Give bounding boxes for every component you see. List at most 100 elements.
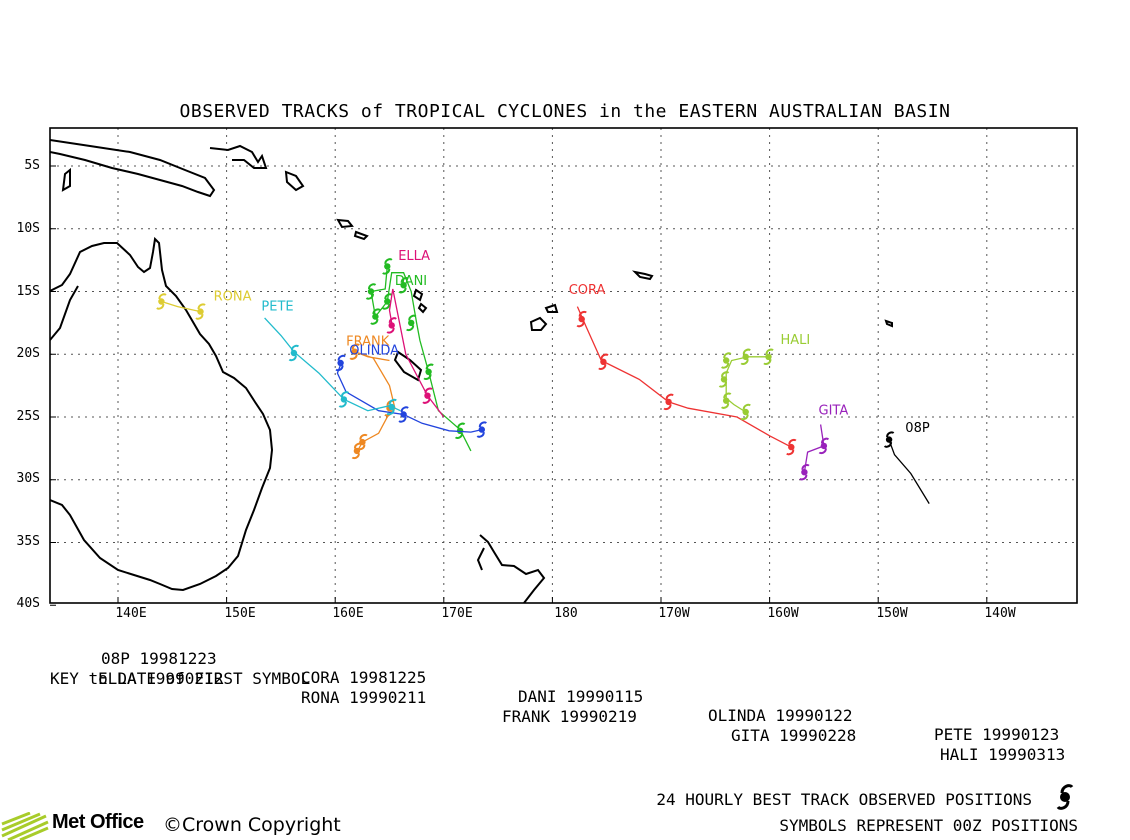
nz-north-island: [479, 534, 546, 603]
lon-label: 150W: [876, 606, 908, 621]
lon-label: 160E: [332, 606, 364, 621]
cyclone-symbol-icon: [195, 303, 206, 320]
lat-label: 10S: [16, 221, 40, 236]
lat-label: 40S: [16, 596, 40, 611]
png-island-b: [284, 170, 305, 192]
lon-label: 150E: [224, 606, 256, 621]
storm-label-gita: GITA: [819, 404, 849, 419]
cyclone-symbol-icon: [398, 277, 409, 294]
footer-line-2: SYMBOLS REPRESENT 00Z POSITIONS: [779, 816, 1078, 835]
society-islands: [884, 319, 893, 328]
map-title: OBSERVED TRACKS of TROPICAL CYCLONES in …: [179, 101, 951, 122]
storm-label-hali: HALI: [781, 333, 811, 348]
cyclone-symbol-icon: [883, 431, 895, 448]
new-guinea-coast: [50, 139, 216, 198]
storm-tracks: [156, 258, 930, 504]
storm-label-frank: FRANK: [346, 335, 390, 350]
cyclone-symbol-icon: [351, 442, 363, 460]
storm-label-ella: ELLA: [398, 249, 430, 264]
cyclone-symbol-icon: [763, 348, 774, 365]
australia-coast: [50, 236, 274, 592]
cyclone-symbol-icon: [799, 464, 810, 481]
cyclone-symbol-icon: [405, 314, 417, 332]
lon-label: 170E: [441, 606, 473, 621]
key-item: OLINDA 19990122: [708, 706, 853, 725]
track-hali: [725, 356, 768, 413]
key-row: 08P 19981223 CORA 19981225 DANI 19990115…: [0, 630, 1130, 763]
storm-label-rona: RONA: [214, 289, 252, 304]
cyclone-symbol-icon: [786, 438, 797, 456]
key-item: GITA 19990228: [731, 726, 857, 745]
key-item: CORA 19981225: [301, 668, 427, 687]
cyclone-symbol-icon: [398, 406, 409, 423]
cyclone-symbol-icon: [720, 392, 732, 409]
cyclone-symbol-icon: [718, 371, 730, 388]
cyclone-symbol-icon: [598, 353, 609, 370]
cyclone-symbol-icon: [740, 403, 751, 421]
key-item: HALI 19990313: [940, 745, 1066, 764]
key-item: ELLA 19990212: [98, 669, 224, 688]
lon-label: 180: [554, 606, 578, 621]
storm-label-olinda: OLINDA: [349, 343, 399, 358]
gulf-coast: [50, 285, 79, 341]
lat-label: 25S: [16, 409, 40, 424]
cyclone-symbol-icon: [576, 310, 587, 328]
track-frank: [354, 351, 396, 453]
track-olinda: [336, 361, 482, 433]
cyclone-symbol-icon: [338, 391, 350, 408]
vanuatu-b: [417, 302, 428, 314]
cyclone-symbol-icon: [454, 422, 466, 439]
key-item: PETE 19990123: [934, 725, 1060, 744]
key-item: RONA 19990211: [301, 688, 427, 707]
lat-label: 15S: [16, 284, 40, 299]
cyclone-symbol-icon: [386, 398, 397, 416]
map-frame: [49, 127, 1078, 604]
land-outlines: [50, 139, 893, 603]
track-cora: [576, 306, 792, 448]
met-office-logo-icon: [1, 812, 49, 840]
cyclone-symbol-icon: [386, 317, 397, 334]
cyclone-symbol-icon: [423, 363, 434, 380]
graticule: [50, 128, 1077, 606]
lat-label: 5S: [24, 158, 40, 173]
copyright-notice: ©Crown Copyright: [163, 814, 341, 836]
solomon-a: [336, 218, 354, 229]
cyclone-symbol-icon: [370, 308, 381, 325]
key-item: DANI 19990115: [518, 687, 644, 706]
fiji-b: [544, 303, 559, 313]
cyclone-symbol-icon: [335, 354, 346, 372]
cyclone-symbol-icon: [720, 352, 732, 369]
storm-label-cora: CORA: [569, 283, 606, 298]
track-pete: [264, 317, 401, 412]
cyclone-symbol-icon: [422, 387, 433, 404]
cyclone-symbol-icon: [349, 343, 360, 360]
cyclone-symbol-icon: [1056, 784, 1074, 810]
vanuatu-a: [412, 288, 424, 302]
cyclone-symbol-icon: [663, 393, 674, 411]
solomon-b: [353, 230, 369, 241]
storm-label-dani: DANI: [395, 274, 427, 289]
lon-label: 140W: [984, 606, 1016, 621]
fiji-a: [529, 316, 548, 331]
storm-labels: 08P CORA DANI ELLA FRANK GITA HALI OLINDA PETE RO…: [214, 249, 930, 436]
key-item: 08P 19981223: [101, 649, 217, 668]
key-row: ELLA 19990212 RONA 19990211 FRANK 199902…: [0, 650, 1130, 783]
key-item: FRANK 19990219: [502, 707, 637, 726]
lon-label: 160W: [767, 606, 799, 621]
nz-north-tip: [476, 547, 485, 571]
cyclone-symbol-icon: [382, 258, 393, 275]
key-note: KEY to DATE of FIRST SYMBOL: [50, 669, 311, 688]
cyclone-symbol-icon: [156, 293, 167, 310]
footer-line-1: 24 HOURLY BEST TRACK OBSERVED POSITIONS: [656, 790, 1032, 809]
lon-label: 170W: [658, 606, 690, 621]
cyclone-symbol-icon: [365, 283, 377, 300]
cyclone-symbol-icon: [476, 421, 488, 438]
new-caledonia: [393, 350, 423, 382]
lat-label: 20S: [16, 346, 40, 361]
track-gita: [803, 424, 825, 473]
samoa: [631, 270, 654, 281]
cyclone-symbol-icon: [818, 437, 830, 455]
met-office-logo-text: Met Office: [52, 811, 144, 833]
storm-label-08p: 08P: [905, 421, 930, 436]
